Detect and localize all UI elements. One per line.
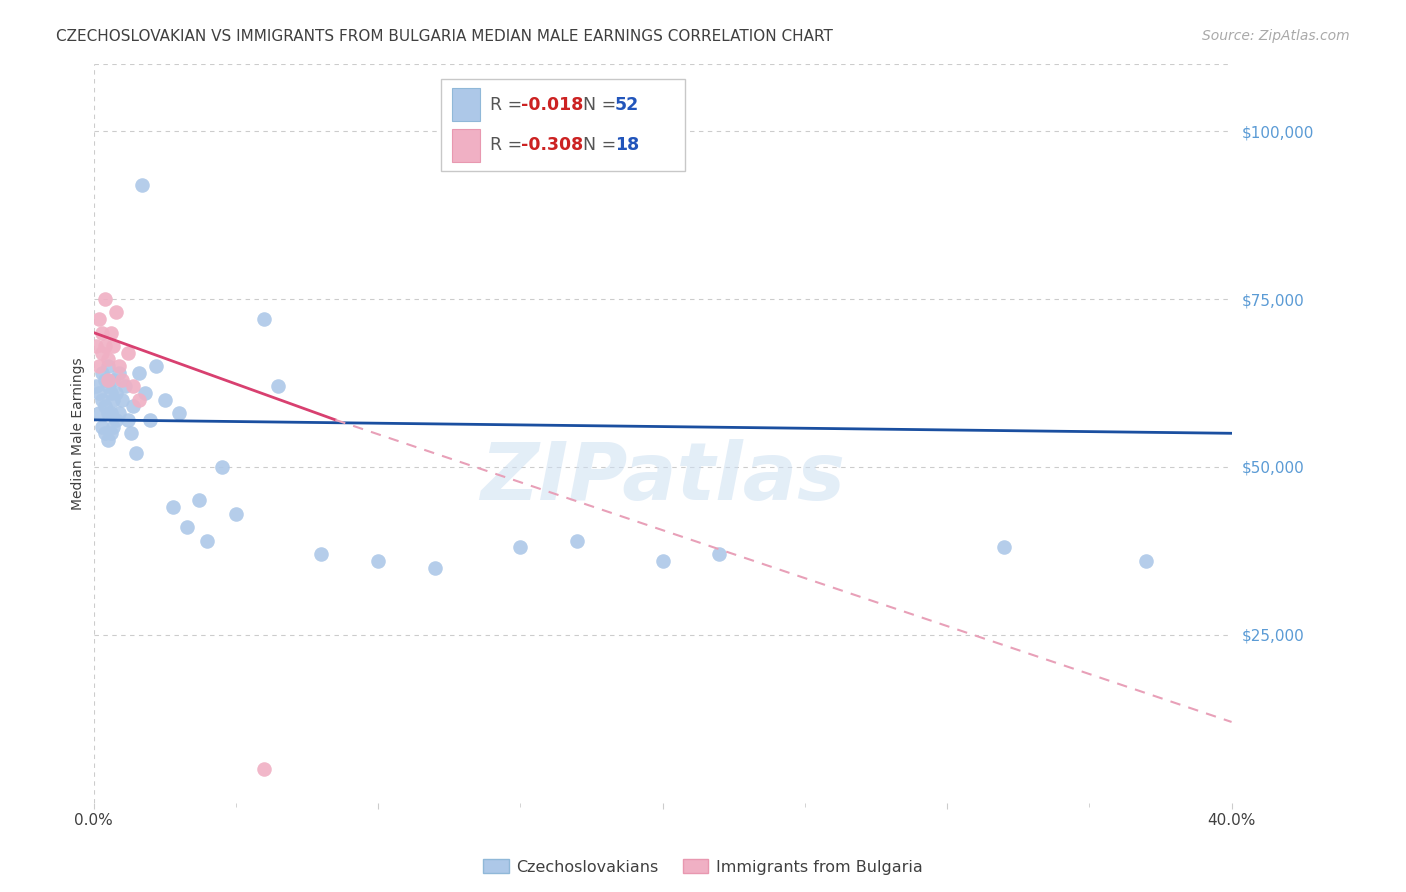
Point — [89, 359, 111, 373]
FancyBboxPatch shape — [440, 78, 685, 171]
Point — [114, 379, 136, 393]
Point — [94, 339, 117, 353]
Text: -0.018: -0.018 — [522, 95, 583, 113]
Point — [105, 386, 128, 401]
Point — [94, 373, 117, 387]
Point — [176, 520, 198, 534]
Point — [94, 400, 117, 414]
Point — [103, 419, 125, 434]
Text: N =: N = — [583, 136, 621, 154]
Point — [94, 426, 117, 441]
Point — [105, 305, 128, 319]
Point — [128, 366, 150, 380]
Y-axis label: Median Male Earnings: Median Male Earnings — [72, 357, 86, 509]
Point — [105, 413, 128, 427]
Text: Source: ZipAtlas.com: Source: ZipAtlas.com — [1202, 29, 1350, 43]
Point — [97, 352, 120, 367]
Text: -0.308: -0.308 — [522, 136, 583, 154]
Point — [651, 554, 673, 568]
Point — [153, 392, 176, 407]
Point — [97, 433, 120, 447]
Point — [100, 326, 122, 340]
Point — [108, 406, 131, 420]
Point — [108, 366, 131, 380]
Point — [86, 339, 108, 353]
Point — [423, 560, 446, 574]
Point — [162, 500, 184, 515]
Text: CZECHOSLOVAKIAN VS IMMIGRANTS FROM BULGARIA MEDIAN MALE EARNINGS CORRELATION CHA: CZECHOSLOVAKIAN VS IMMIGRANTS FROM BULGA… — [56, 29, 834, 44]
Point — [309, 547, 332, 561]
Point — [94, 292, 117, 306]
Point — [253, 312, 276, 326]
Text: ZIPatlas: ZIPatlas — [479, 439, 845, 516]
Point — [367, 554, 389, 568]
Point — [91, 345, 114, 359]
Point — [97, 359, 120, 373]
Point — [89, 406, 111, 420]
Point — [253, 762, 276, 776]
Point — [97, 379, 120, 393]
Point — [125, 446, 148, 460]
Text: N =: N = — [583, 95, 621, 113]
Point — [145, 359, 167, 373]
Point — [993, 541, 1015, 555]
Point — [91, 419, 114, 434]
Text: 18: 18 — [614, 136, 640, 154]
Point — [89, 312, 111, 326]
Bar — [453, 88, 481, 121]
Point — [100, 386, 122, 401]
Point — [122, 400, 145, 414]
Point — [139, 413, 162, 427]
Point — [103, 339, 125, 353]
Point — [103, 392, 125, 407]
Point — [134, 386, 156, 401]
Point — [131, 178, 153, 192]
Bar — [453, 129, 481, 161]
Point — [108, 359, 131, 373]
Point — [167, 406, 190, 420]
Point — [97, 406, 120, 420]
Point — [86, 379, 108, 393]
Point — [225, 507, 247, 521]
Point — [709, 547, 731, 561]
Point — [117, 345, 139, 359]
Text: R =: R = — [489, 136, 527, 154]
Point — [111, 392, 134, 407]
Point — [187, 493, 209, 508]
Point — [103, 373, 125, 387]
Point — [195, 533, 218, 548]
Point — [111, 373, 134, 387]
Point — [91, 326, 114, 340]
Point — [100, 406, 122, 420]
Point — [509, 541, 531, 555]
Point — [120, 426, 142, 441]
Text: 52: 52 — [614, 95, 640, 113]
Point — [122, 379, 145, 393]
Point — [89, 386, 111, 401]
Text: R =: R = — [489, 95, 527, 113]
Point — [97, 373, 120, 387]
Point — [567, 533, 589, 548]
Point — [128, 392, 150, 407]
Point — [1135, 554, 1157, 568]
Legend: Czechoslovakians, Immigrants from Bulgaria: Czechoslovakians, Immigrants from Bulgar… — [478, 855, 928, 880]
Point — [100, 426, 122, 441]
Point — [267, 379, 290, 393]
Point — [91, 392, 114, 407]
Point — [91, 366, 114, 380]
Point — [117, 413, 139, 427]
Point — [211, 459, 233, 474]
